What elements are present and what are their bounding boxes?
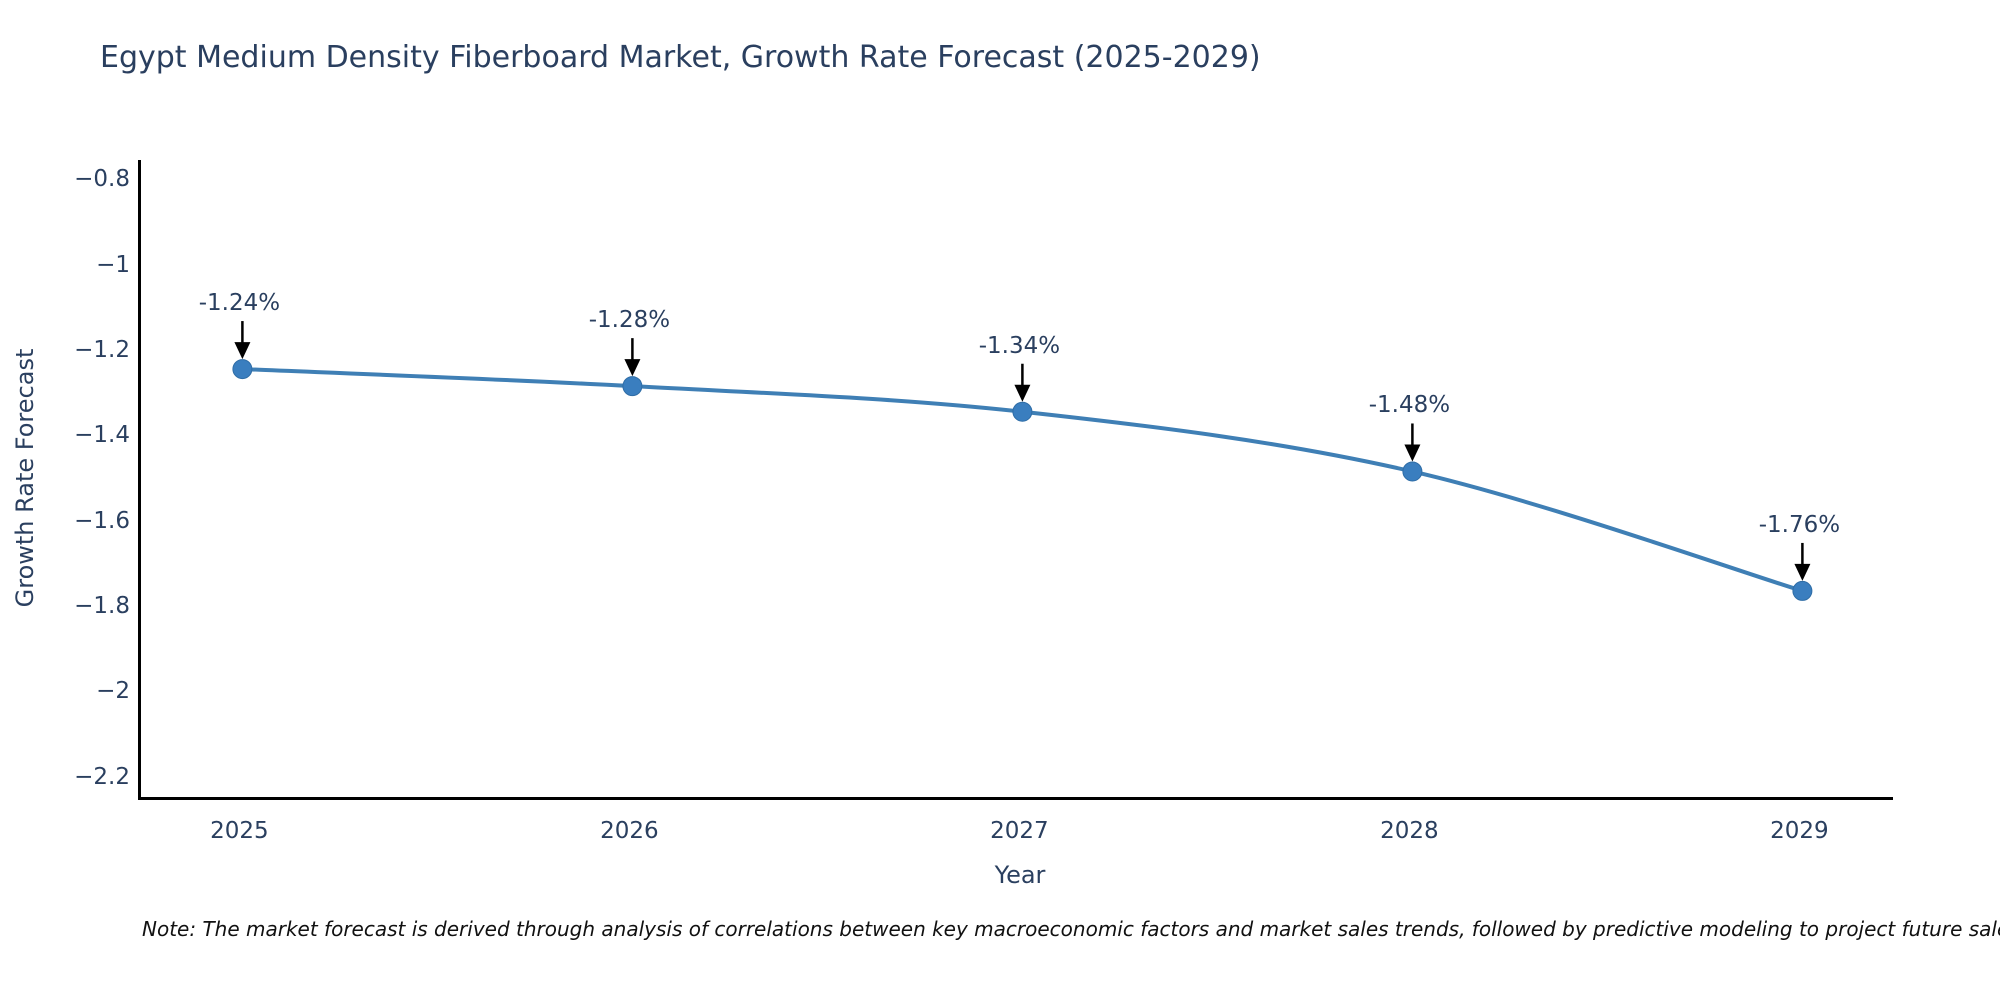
y-tick-label: −2 — [96, 678, 130, 705]
y-tick-label: −1.2 — [74, 337, 130, 363]
y-tick-label: −1 — [96, 251, 130, 278]
y-axis-title: Growth Rate Forecast — [11, 348, 39, 608]
annotation-label: -1.76% — [1758, 511, 1841, 538]
y-tick-label: −1.4 — [74, 422, 130, 449]
data-point-marker — [232, 359, 253, 380]
chart-title: Egypt Medium Density Fiberboard Market, … — [100, 40, 1261, 75]
annotation-arrowhead-icon — [1014, 384, 1031, 402]
y-tick-label: −2.2 — [74, 763, 130, 790]
annotation-arrowhead-icon — [1794, 563, 1811, 581]
footnote-text: Note: The market forecast is derived thr… — [142, 917, 2000, 941]
annotation-label: -1.24% — [198, 290, 281, 317]
data-point-marker — [622, 376, 643, 397]
x-axis-title: Year — [994, 861, 1046, 889]
x-tick-label: 2029 — [1770, 818, 1829, 844]
x-tick-label: 2026 — [600, 818, 659, 844]
x-tick-label: 2025 — [210, 818, 269, 844]
x-tick-label: 2028 — [1380, 818, 1439, 844]
y-tick-label: −1.6 — [74, 507, 130, 534]
annotation-label: -1.28% — [588, 307, 671, 334]
annotation-arrowhead-icon — [234, 342, 251, 360]
annotation-arrowhead-icon — [624, 359, 641, 377]
plot-area — [138, 160, 1893, 800]
line-series-svg — [232, 321, 1813, 601]
y-tick-label: −0.8 — [74, 166, 130, 193]
data-point-marker — [1792, 580, 1813, 601]
y-tick-label: −1.8 — [74, 593, 130, 619]
annotation-label: -1.34% — [978, 332, 1061, 359]
data-point-marker — [1012, 401, 1033, 422]
x-tick-label: 2027 — [990, 818, 1049, 844]
annotation-label: -1.48% — [1368, 392, 1451, 419]
data-point-marker — [1402, 461, 1423, 482]
annotation-arrowhead-icon — [1404, 444, 1421, 462]
